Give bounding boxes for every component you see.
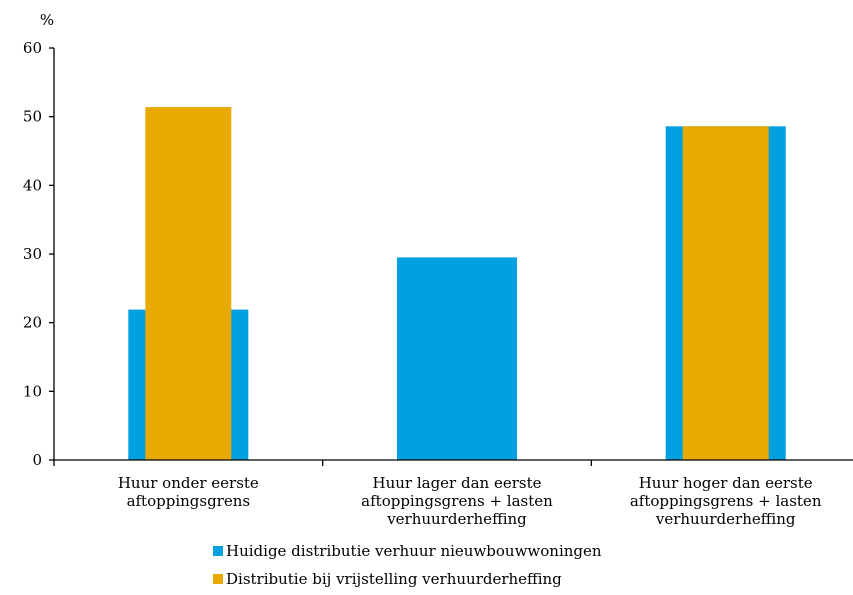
y-axis-label: % — [40, 11, 54, 29]
y-tick-label: 10 — [23, 382, 42, 400]
y-tick-label: 30 — [23, 245, 42, 263]
bar-series2-cat3 — [682, 126, 769, 461]
legend: Huidige distributie verhuur nieuwbouwwon… — [213, 542, 602, 588]
y-tick-label: 20 — [23, 314, 42, 332]
x-category-label: Huur hoger dan eerste aftoppingsgrens + l… — [630, 474, 822, 528]
y-tick-label: 60 — [23, 39, 42, 57]
y-tick-label: 0 — [32, 451, 42, 469]
legend-label: Distributie bij vrijstelling verhuurderh… — [226, 570, 562, 588]
legend-swatch — [213, 574, 223, 584]
bar-series2-cat1 — [145, 107, 232, 460]
legend-swatch — [213, 546, 223, 556]
x-category-label: Huur lager dan eerste aftoppingsgrens + l… — [361, 474, 553, 528]
y-tick-label: 50 — [23, 108, 42, 126]
axes — [49, 47, 853, 466]
x-category-label: Huur onder eerste aftoppingsgrens — [118, 474, 259, 510]
labels: 0 10 20 30 40 50 60% Huur onder eerste aftopping… — [23, 11, 822, 528]
bars — [128, 107, 786, 461]
bar-series1-cat2 — [397, 257, 517, 460]
y-tick-label: 40 — [23, 176, 42, 194]
legend-label: Huidige distributie verhuur nieuwbouwwon… — [226, 542, 602, 560]
